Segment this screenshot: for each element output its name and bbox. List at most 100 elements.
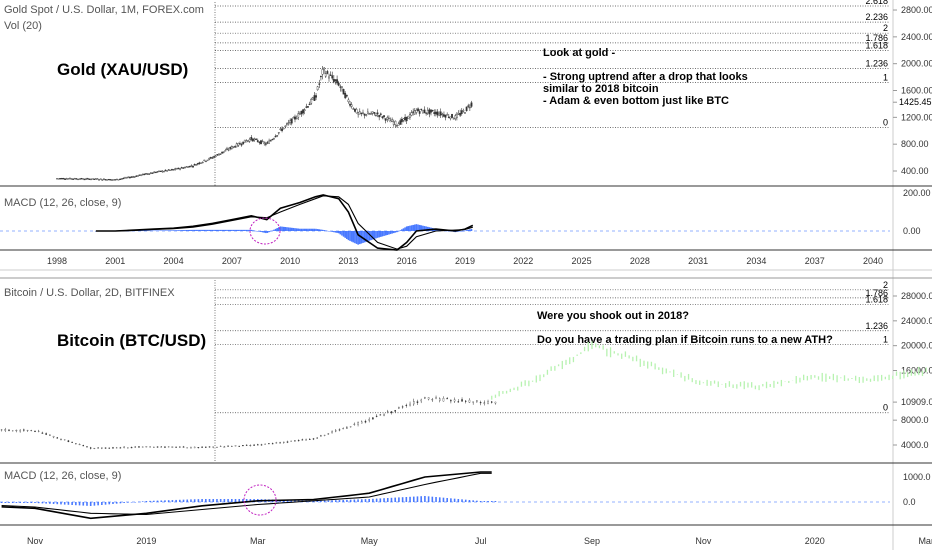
btc-macd-bar — [123, 502, 125, 503]
btc-y-tick-label: 10909.0 — [901, 397, 932, 407]
gold-candle-body — [456, 113, 458, 118]
gold-macd-bar — [146, 230, 149, 232]
btc-macd-bar — [286, 500, 289, 502]
gold-candle-body — [397, 123, 400, 126]
gold-macd-bar — [197, 229, 199, 231]
gold-macd-bar — [278, 227, 280, 231]
gold-y-tick-label: 2400.00 — [901, 32, 932, 42]
gold-candle-body — [235, 143, 238, 148]
gold-macd-bar — [303, 228, 306, 231]
btc-macd-bar — [394, 497, 396, 502]
btc-macd-bar — [130, 502, 133, 503]
btc-macd-bar — [89, 502, 92, 506]
gold-macd-bar — [389, 231, 392, 235]
gold-candle-body — [159, 170, 162, 172]
btc-macd-bar — [193, 499, 196, 502]
btc-macd-bar — [179, 499, 181, 502]
btc-title: Bitcoin (BTC/USD) — [57, 331, 207, 350]
gold-candle-body — [120, 178, 123, 180]
btc-macd-bar — [234, 499, 237, 502]
gold-macd-bar — [227, 229, 230, 231]
btc-macd-bar — [134, 502, 137, 503]
gold-candle-body — [447, 116, 450, 118]
gold-candle-body — [407, 115, 410, 119]
btc-macd-bar — [104, 502, 107, 505]
gold-macd-bar — [180, 230, 183, 231]
gold-macd-bar — [388, 231, 390, 235]
gold-candle-body — [258, 141, 261, 143]
btc-fib-label: 1.236 — [865, 321, 888, 331]
gold-macd-bar — [425, 226, 427, 231]
btc-candle-body — [234, 445, 237, 447]
gold-macd-bar — [193, 229, 196, 231]
btc-candle-body — [439, 398, 441, 401]
btc-candle-body — [446, 398, 448, 400]
gold-macd-bar — [182, 230, 185, 231]
gold-y-tick-label: 1200.00 — [901, 112, 932, 122]
btc-macd-bar — [453, 498, 456, 502]
btc-candle-body — [19, 430, 21, 432]
gold-candle-body — [256, 140, 259, 142]
gold-macd-bar — [310, 228, 312, 231]
btc-macd-bar — [290, 500, 293, 502]
btc-macd-bar — [153, 500, 155, 502]
btc-candle-body — [416, 401, 419, 403]
gold-candle-body — [459, 113, 462, 116]
btc-macd-bar — [201, 499, 203, 502]
gold-macd-bar — [248, 229, 251, 231]
gold-candle-body — [451, 114, 453, 118]
gold-candle-body — [73, 178, 76, 180]
gold-candle-body — [274, 135, 277, 138]
gold-candle-body — [167, 169, 170, 171]
gold-candle-body — [379, 113, 382, 115]
gold-macd-bar — [268, 231, 270, 233]
gold-candle-body — [182, 167, 185, 169]
gold-macd-bar — [349, 231, 351, 241]
gold-candle-body — [391, 119, 394, 122]
btc-macd-bar — [405, 497, 408, 502]
gold-candle-body — [143, 173, 146, 176]
gold-candle-body — [209, 157, 212, 159]
gold-macd-bar — [234, 229, 236, 231]
gold-note-3: similar to 2018 bitcoin — [543, 83, 659, 95]
gold-candle-body — [282, 127, 285, 130]
gold-candle-body — [255, 138, 258, 140]
gold-macd-bar — [255, 230, 257, 232]
gold-macd-bar — [200, 229, 202, 231]
gold-candle-body — [201, 161, 204, 164]
btc-candle-body — [63, 439, 66, 441]
btc-candle-body — [349, 426, 352, 428]
gold-candle-body — [295, 117, 298, 120]
btc-y-tick-label: 20000.0 — [901, 341, 932, 351]
gold-candle-body — [130, 176, 133, 178]
btc-x-tick-label: 2020 — [805, 536, 825, 546]
gold-candle-body — [195, 164, 198, 166]
gold-x-tick-label: 2016 — [397, 256, 417, 266]
gold-macd-bar — [334, 231, 337, 233]
gold-y-tick-label: 1600.00 — [901, 86, 932, 96]
btc-y-tick-label: 8000.0 — [901, 415, 929, 425]
btc-candle-body — [424, 397, 426, 399]
gold-candle-body — [145, 173, 147, 175]
btc-macd-bar — [11, 502, 14, 503]
gold-macd-bar — [384, 231, 387, 236]
gold-macd-bar — [470, 229, 473, 231]
btc-candle-body — [75, 443, 77, 445]
gold-candle-body — [158, 170, 160, 172]
gold-candle-body — [224, 150, 227, 152]
gold-macd-bar — [412, 224, 414, 231]
btc-candle-body — [249, 445, 252, 447]
gold-macd-bar — [376, 231, 379, 238]
btc-macd-bar — [479, 501, 482, 502]
btc-fib-label: 1 — [883, 334, 888, 344]
gold-macd-bar — [214, 229, 217, 231]
gold-candle-body — [350, 104, 353, 107]
gold-macd-bar — [344, 231, 346, 238]
btc-macd-bar — [212, 499, 215, 502]
gold-candle-body — [363, 113, 366, 116]
gold-macd-bar — [397, 231, 400, 232]
btc-candle-body — [130, 447, 133, 449]
btc-candle-body — [41, 432, 44, 434]
gold-macd-bar — [410, 225, 413, 231]
gold-candle-body — [78, 178, 81, 180]
